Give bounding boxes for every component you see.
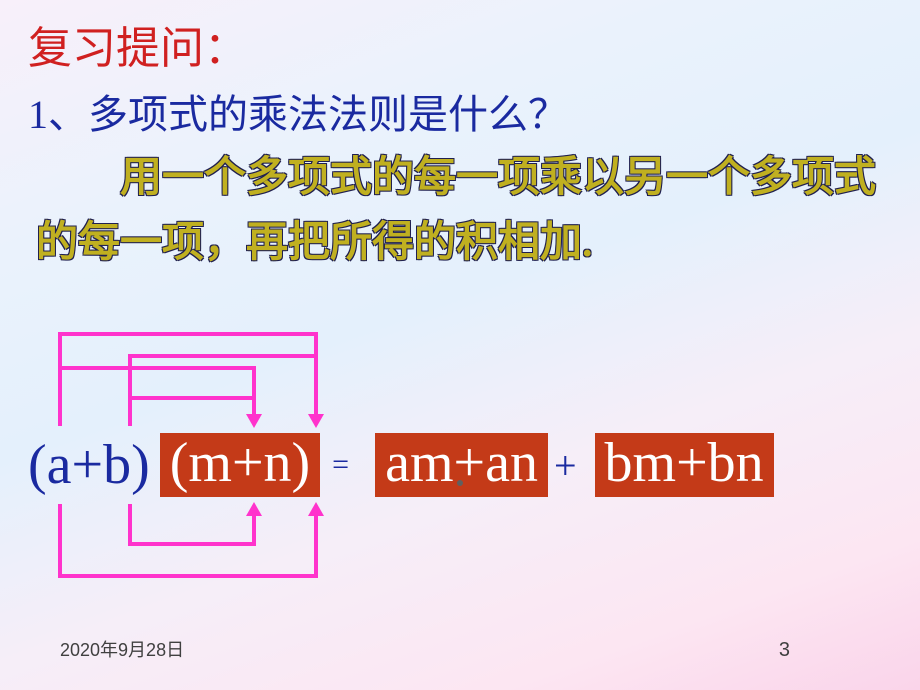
section-title: 复习提问： bbox=[28, 12, 248, 76]
footer-page-number: 3 bbox=[779, 639, 790, 662]
center-marker-dot bbox=[457, 480, 463, 486]
plus-sign: + bbox=[554, 442, 577, 489]
formula-row: (a+b) (m+n) = am+an + bm+bn bbox=[28, 430, 892, 500]
answer-body: 用一个多项式的每一项乘以另一个多项式的每一项，再把所得的积相加. bbox=[36, 155, 876, 266]
equals-sign: = bbox=[332, 448, 349, 482]
footer-date: 2020年9月28日 bbox=[60, 636, 184, 662]
distribution-arrows-top bbox=[28, 326, 428, 430]
distribution-arrows-bottom bbox=[28, 500, 428, 586]
factor-mn-box: (m+n) bbox=[160, 433, 320, 497]
question-1: 1、多项式的乘法法则是什么？ bbox=[28, 82, 568, 140]
result-aman-box: am+an bbox=[375, 433, 548, 497]
answer-text: 用一个多项式的每一项乘以另一个多项式的每一项，再把所得的积相加. bbox=[36, 146, 884, 276]
slide: 复习提问： 1、多项式的乘法法则是什么？ 用一个多项式的每一项乘以另一个多项式的… bbox=[0, 0, 920, 690]
result-bmbn-box: bm+bn bbox=[595, 433, 774, 497]
factor-ab: (a+b) bbox=[28, 433, 156, 497]
